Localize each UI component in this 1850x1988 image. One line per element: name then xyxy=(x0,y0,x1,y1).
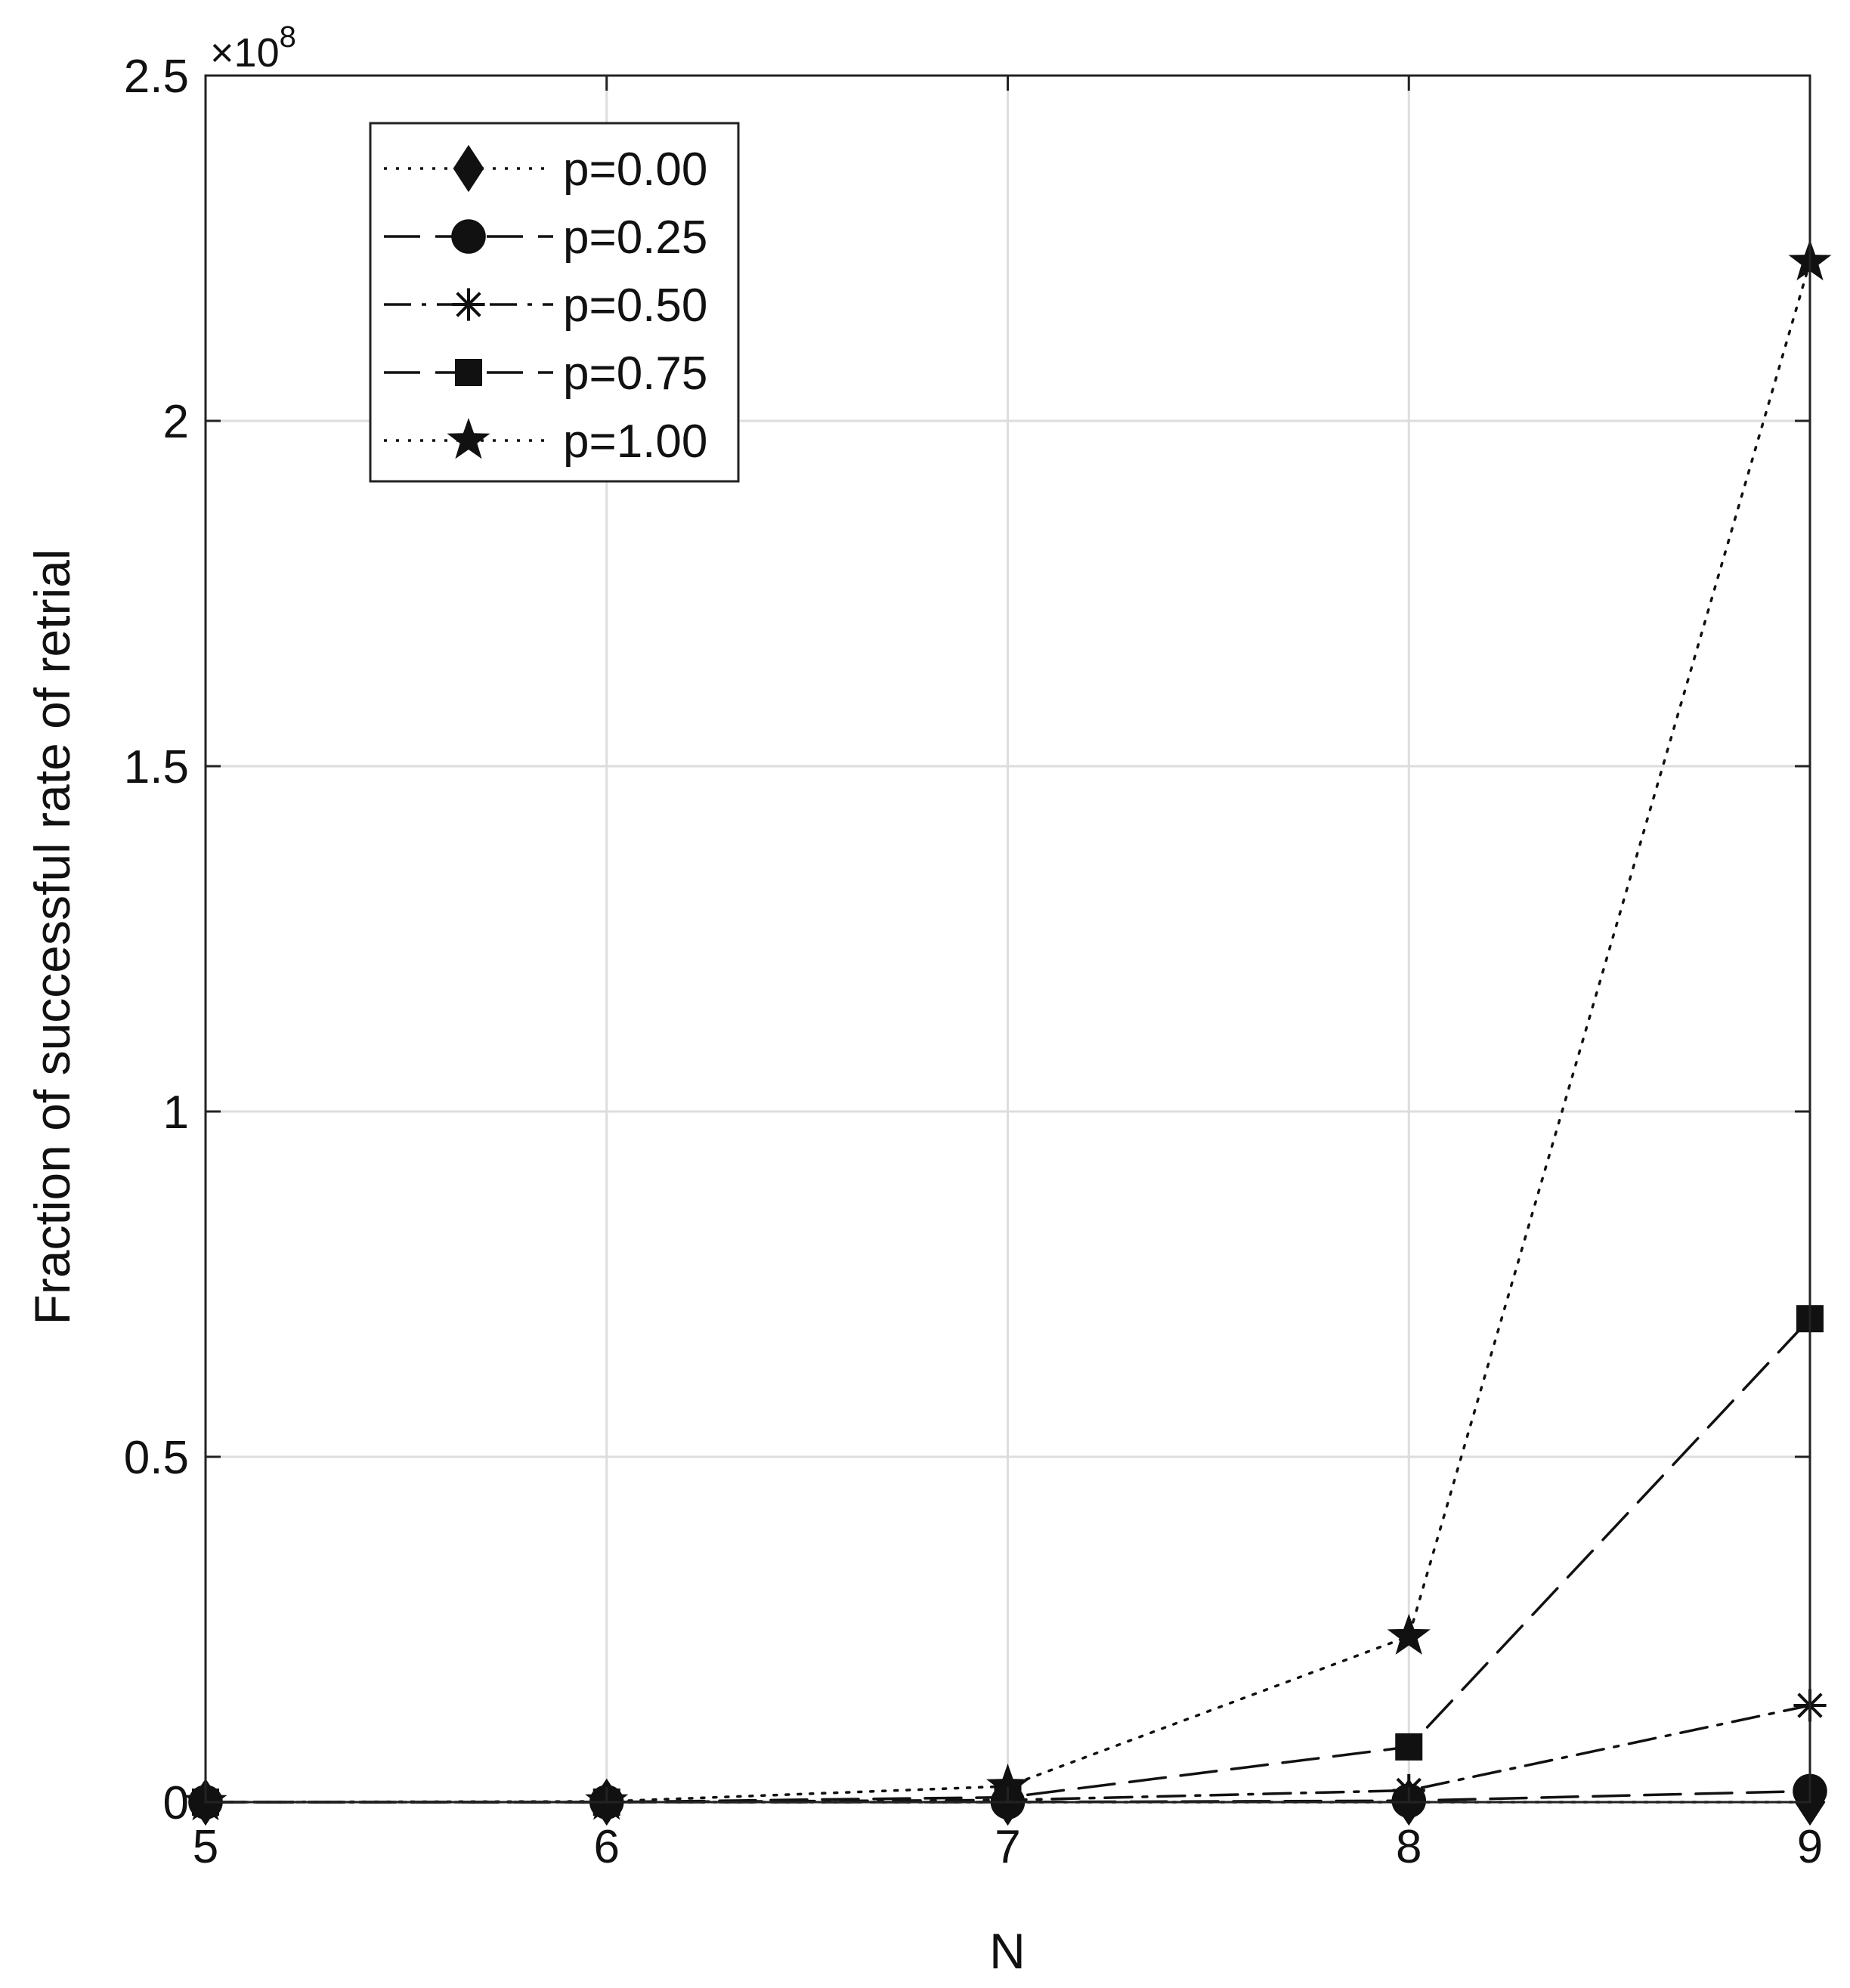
legend-box xyxy=(369,122,740,483)
y-axis-label: Fraction of successful rate of retrial xyxy=(24,549,80,1325)
x-tick-label: 5 xyxy=(193,1821,218,1873)
x-axis-label: N xyxy=(989,1923,1026,1979)
x-tick-label: 7 xyxy=(995,1821,1020,1873)
legend-entry-p075: p=0.75 xyxy=(384,348,707,400)
y-exponent-power: 8 xyxy=(280,20,296,54)
legend-label: p=1.00 xyxy=(563,416,707,468)
x-tick-label: 9 xyxy=(1797,1821,1823,1873)
legend-label: p=0.00 xyxy=(563,144,707,196)
y-exponent-label: ×108 xyxy=(210,20,296,76)
series-p100-point xyxy=(1387,1613,1431,1655)
legend-marker xyxy=(451,219,486,254)
series-p100-point xyxy=(986,1764,1029,1805)
legend-entry-p025: p=0.25 xyxy=(384,212,707,264)
legend-entry-p100: p=1.00 xyxy=(384,416,707,468)
tick-layer: 5 6 7 8 9 0 0.5 1 1.5 2 2.5 xyxy=(124,51,1823,1873)
y-tick-label: 1.5 xyxy=(124,741,189,793)
x-tick-label: 6 xyxy=(594,1821,620,1873)
y-tick-label: 0 xyxy=(163,1777,189,1829)
y-exponent-base: ×10 xyxy=(210,30,280,76)
legend-entry-p050: p=0.50 xyxy=(384,280,707,332)
series-p075-point xyxy=(1395,1733,1423,1761)
y-tick-label: 2 xyxy=(163,396,189,448)
legend-marker xyxy=(453,144,484,193)
legend-label: p=0.50 xyxy=(563,280,707,332)
legend-label: p=0.25 xyxy=(563,212,707,264)
legend-label: p=0.75 xyxy=(563,348,707,400)
asterisk-stroke xyxy=(456,292,481,317)
y-tick-label: 1 xyxy=(163,1087,189,1139)
y-tick-label: 0.5 xyxy=(124,1432,189,1484)
legend-entry-p000: p=0.00 xyxy=(384,144,707,196)
y-tick-label: 2.5 xyxy=(124,51,189,103)
legend-marker xyxy=(455,359,482,386)
legend-marker xyxy=(447,418,490,459)
x-tick-label: 8 xyxy=(1396,1821,1422,1873)
legend: p=0.00 p=0.25 p=0.50 p=0.75 p=1.00 xyxy=(369,122,740,483)
legend-marker xyxy=(452,288,485,321)
